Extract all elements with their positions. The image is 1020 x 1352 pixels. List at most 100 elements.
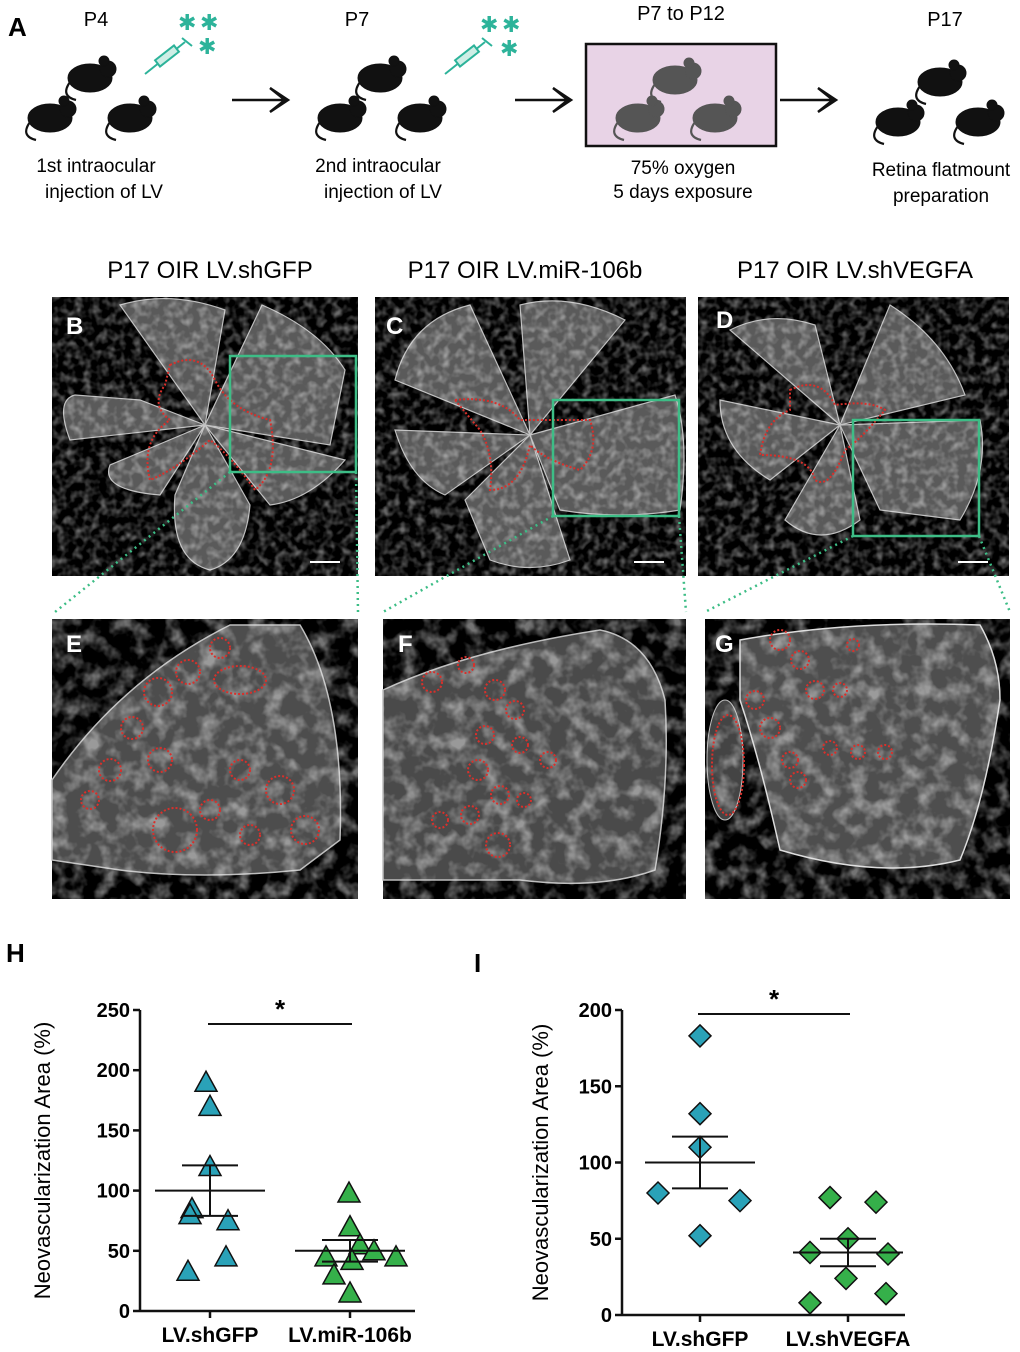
y-tick-label: 150 — [97, 1120, 130, 1142]
data-point — [347, 1232, 373, 1255]
stage-1-caption-line-2: injection of LV — [45, 182, 163, 203]
micrograph-e: E — [51, 619, 358, 899]
stage-1-time: P4 — [84, 9, 108, 31]
syringe-icon — [144, 37, 193, 75]
oxygen-chamber — [584, 42, 778, 148]
significance-label: * — [769, 984, 780, 1014]
panel-letter-e: E — [66, 631, 82, 658]
svg-text:✱: ✱ — [200, 10, 218, 35]
chart-h: H 0 50 100 150 200 250 Neovascularization Area… — [6, 938, 415, 1347]
y-tick-label: 200 — [579, 1000, 612, 1022]
micrograph-b: B — [52, 297, 358, 576]
stage-2-time: P7 — [345, 9, 369, 31]
stage-3-caption-line-1: 75% oxygen — [631, 158, 736, 179]
data-point — [817, 1185, 843, 1210]
x-tick-label: LV.miR-106b — [288, 1324, 412, 1347]
data-point — [687, 1023, 713, 1048]
micrograph-g: G — [705, 619, 1010, 899]
mouse-icon — [395, 94, 448, 142]
y-tick-label: 0 — [601, 1305, 612, 1327]
panel-a-letter: A — [8, 12, 27, 42]
data-point — [213, 1244, 239, 1267]
micrograph-f: F — [382, 619, 686, 899]
data-point — [833, 1266, 859, 1291]
svg-text:✱: ✱ — [502, 12, 520, 37]
stage-3-caption-line-2: 5 days exposure — [613, 182, 752, 203]
data-point — [337, 1280, 363, 1303]
y-axis-label: Neovascularization Area (%) — [30, 1022, 55, 1300]
inset-box — [551, 398, 681, 518]
data-point — [197, 1093, 223, 1117]
syringe-icon — [444, 37, 493, 75]
title-mir106b: P17 OIR LV.miR-106b — [408, 257, 643, 284]
y-tick-label: 200 — [97, 1060, 130, 1082]
data-point — [337, 1214, 363, 1237]
data-point — [645, 1180, 671, 1206]
mouse-group-1 — [25, 54, 158, 142]
mouse-group-2 — [315, 54, 448, 142]
particles-icon: ✱ ✱✱ — [480, 12, 520, 61]
data-point — [687, 1223, 713, 1248]
y-tick-label: 100 — [579, 1153, 612, 1175]
mouse-icon — [873, 98, 926, 146]
data-point — [873, 1281, 899, 1306]
svg-text:✱: ✱ — [480, 12, 498, 37]
mouse-icon — [315, 94, 368, 142]
y-tick-label: 50 — [590, 1229, 612, 1251]
micrograph-c: C — [375, 297, 686, 576]
y-axis-label: Neovascularization Area (%) — [528, 1024, 553, 1302]
title-shgfp: P17 OIR LV.shGFP — [107, 257, 312, 284]
svg-text:✱: ✱ — [178, 10, 196, 35]
significance-label: * — [275, 994, 286, 1024]
data-point — [336, 1180, 362, 1203]
panel-letter-f: F — [398, 631, 413, 658]
title-shvegfa: P17 OIR LV.shVEGFA — [737, 257, 973, 284]
svg-text:✱: ✱ — [198, 34, 216, 59]
x-tick-label: LV.shVEGFA — [786, 1328, 911, 1351]
micrograph-d: D — [698, 297, 1009, 576]
inset-box — [851, 418, 981, 538]
mouse-icon — [105, 94, 158, 142]
data-point — [175, 1258, 201, 1282]
x-tick-label: LV.shGFP — [162, 1324, 259, 1347]
y-tick-label: 250 — [97, 1000, 130, 1022]
y-tick-label: 100 — [97, 1181, 130, 1203]
inset-box — [228, 354, 358, 474]
arrow-icon — [780, 86, 839, 114]
arrow-icon — [515, 86, 574, 114]
x-tick-label: LV.shGFP — [652, 1328, 749, 1351]
mouse-group-4 — [873, 58, 1006, 146]
stage-4-time: P17 — [927, 9, 963, 31]
svg-text:✱: ✱ — [500, 36, 518, 61]
data-point — [863, 1190, 889, 1215]
panel-letter-d: D — [716, 307, 733, 334]
panel-i-letter: I — [474, 948, 481, 978]
data-point — [875, 1241, 901, 1267]
y-tick-label: 150 — [579, 1076, 612, 1098]
data-point — [797, 1290, 823, 1315]
arrow-icon — [232, 86, 291, 114]
data-point — [177, 1202, 203, 1225]
data-point — [193, 1069, 219, 1092]
data-point — [383, 1244, 409, 1267]
data-point — [215, 1208, 241, 1231]
particles-icon: ✱ ✱✱ — [178, 10, 218, 59]
mouse-icon — [65, 54, 118, 102]
stage-4-caption-line-1: Retina flatmount — [872, 160, 1011, 181]
stage-1-caption-line-1: 1st intraocular — [36, 156, 156, 177]
data-point — [727, 1188, 753, 1213]
mouse-icon — [915, 58, 968, 106]
mouse-icon — [953, 98, 1006, 146]
zoom-guides — [54, 471, 1012, 614]
panel-letter-g: G — [715, 631, 734, 658]
mouse-icon — [25, 94, 78, 142]
stage-2-caption-line-1: 2nd intraocular — [315, 156, 441, 177]
chart-i: I 0 50 100 150 200 Neovascularization Area (%… — [474, 948, 910, 1351]
panel-letter-b: B — [66, 313, 83, 340]
data-point — [321, 1262, 347, 1285]
y-tick-label: 0 — [119, 1301, 130, 1323]
data-point — [687, 1101, 713, 1126]
stage-2-caption-line-2: injection of LV — [324, 182, 442, 203]
